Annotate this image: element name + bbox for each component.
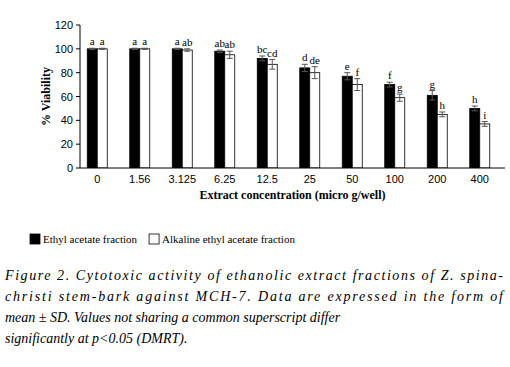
significance-letter: g	[397, 81, 403, 93]
bar	[257, 58, 267, 168]
error-bar	[259, 56, 265, 61]
y-tick	[76, 120, 80, 121]
caption-line: mean ± SD. Values not sharing a common s…	[5, 310, 341, 325]
bar	[87, 49, 97, 168]
bar	[215, 51, 225, 168]
error-bar	[184, 49, 190, 51]
bar	[300, 68, 310, 168]
error-bar	[132, 48, 138, 49]
y-tick	[76, 168, 80, 169]
significance-letter: a	[100, 35, 105, 47]
error-bar	[142, 48, 148, 49]
bar	[225, 55, 235, 168]
bar	[140, 49, 150, 168]
bar	[172, 49, 182, 168]
significance-letter: ab	[182, 36, 193, 48]
y-tick-label: 80	[61, 67, 73, 79]
legend-swatch	[149, 234, 159, 244]
error-bar	[397, 94, 403, 101]
bar	[480, 124, 490, 168]
bar	[267, 64, 277, 168]
significance-letter: a	[132, 35, 137, 47]
error-bar	[354, 79, 360, 91]
legend-label: Ethyl acetate fraction	[43, 233, 138, 245]
x-tick-label: 50	[346, 173, 358, 185]
bar	[427, 95, 437, 168]
bar	[310, 73, 320, 168]
y-tick	[76, 25, 80, 26]
bar	[182, 50, 192, 168]
x-tick-label: 12.5	[257, 173, 278, 185]
y-tick-label: 40	[61, 114, 73, 126]
bar	[470, 108, 480, 168]
x-tick-label: 400	[471, 173, 489, 185]
significance-letter: bc	[257, 43, 268, 55]
bar	[130, 49, 140, 168]
bar	[342, 76, 352, 168]
significance-letter: d	[302, 51, 308, 63]
y-tick-label: 20	[61, 138, 73, 150]
significance-letter: e	[345, 60, 350, 72]
significance-letter: ab	[225, 38, 236, 50]
significance-letter: a	[175, 35, 180, 47]
error-bar	[99, 48, 105, 49]
y-axis-title: % Viability	[39, 67, 53, 126]
y-tick	[76, 72, 80, 73]
y-tick-label: 60	[61, 91, 73, 103]
bar	[437, 114, 447, 168]
x-tick-label: 200	[428, 173, 446, 185]
significance-letter: h	[472, 93, 478, 105]
error-bar	[472, 106, 478, 111]
bar	[385, 85, 395, 168]
chart: 020406080100120aaaabbcdefghaaababcddefgh…	[0, 0, 510, 367]
caption-line: significantly at p<0.05 (DMRT).	[5, 331, 188, 347]
significance-letter: i	[483, 109, 486, 121]
y-axis	[80, 25, 81, 168]
error-bar	[344, 73, 350, 80]
error-bar	[429, 91, 435, 101]
significance-letter: cd	[267, 47, 278, 59]
error-bar	[302, 64, 308, 71]
significance-letter: a	[90, 35, 95, 47]
error-bar	[439, 112, 445, 117]
error-bar	[174, 48, 180, 49]
error-bar	[227, 51, 233, 58]
x-axis-title: Extract concentration (micro g/well)	[199, 188, 385, 202]
legend-label: Alkaline ethyl acetate fraction	[162, 233, 295, 245]
x-axis	[80, 168, 505, 169]
caption-line: christi stem-bark against MCH-7. Data ar…	[5, 289, 505, 304]
bar	[97, 49, 107, 168]
y-tick-label: 100	[55, 43, 73, 55]
significance-letter: f	[388, 69, 392, 81]
caption-line: Figure 2. Cytotoxic activity of ethanoli…	[4, 268, 503, 283]
error-bar	[89, 48, 95, 49]
error-bar	[387, 82, 393, 87]
error-bar	[217, 50, 223, 52]
y-tick	[76, 96, 80, 97]
significance-letter: f	[355, 66, 359, 78]
x-tick-label: 6.25	[214, 173, 235, 185]
error-bar	[269, 60, 275, 70]
bar	[352, 85, 362, 168]
bar	[395, 98, 405, 168]
x-tick-label: 100	[386, 173, 404, 185]
x-tick-label: 25	[304, 173, 316, 185]
significance-letter: a	[142, 35, 147, 47]
significance-letter: h	[440, 99, 446, 111]
bars	[87, 48, 490, 168]
y-tick	[76, 48, 80, 49]
legend-swatch	[30, 234, 40, 244]
error-bar	[312, 67, 318, 79]
x-tick-label: 3.125	[168, 173, 196, 185]
x-tick-label: 1.56	[129, 173, 150, 185]
x-tick-label: 0	[94, 173, 100, 185]
significance-letter: de	[310, 54, 321, 66]
error-bar	[482, 122, 488, 127]
significance-letter: g	[430, 78, 436, 90]
y-tick-label: 0	[67, 162, 73, 174]
y-tick-label: 120	[55, 19, 73, 31]
y-tick	[76, 144, 80, 145]
